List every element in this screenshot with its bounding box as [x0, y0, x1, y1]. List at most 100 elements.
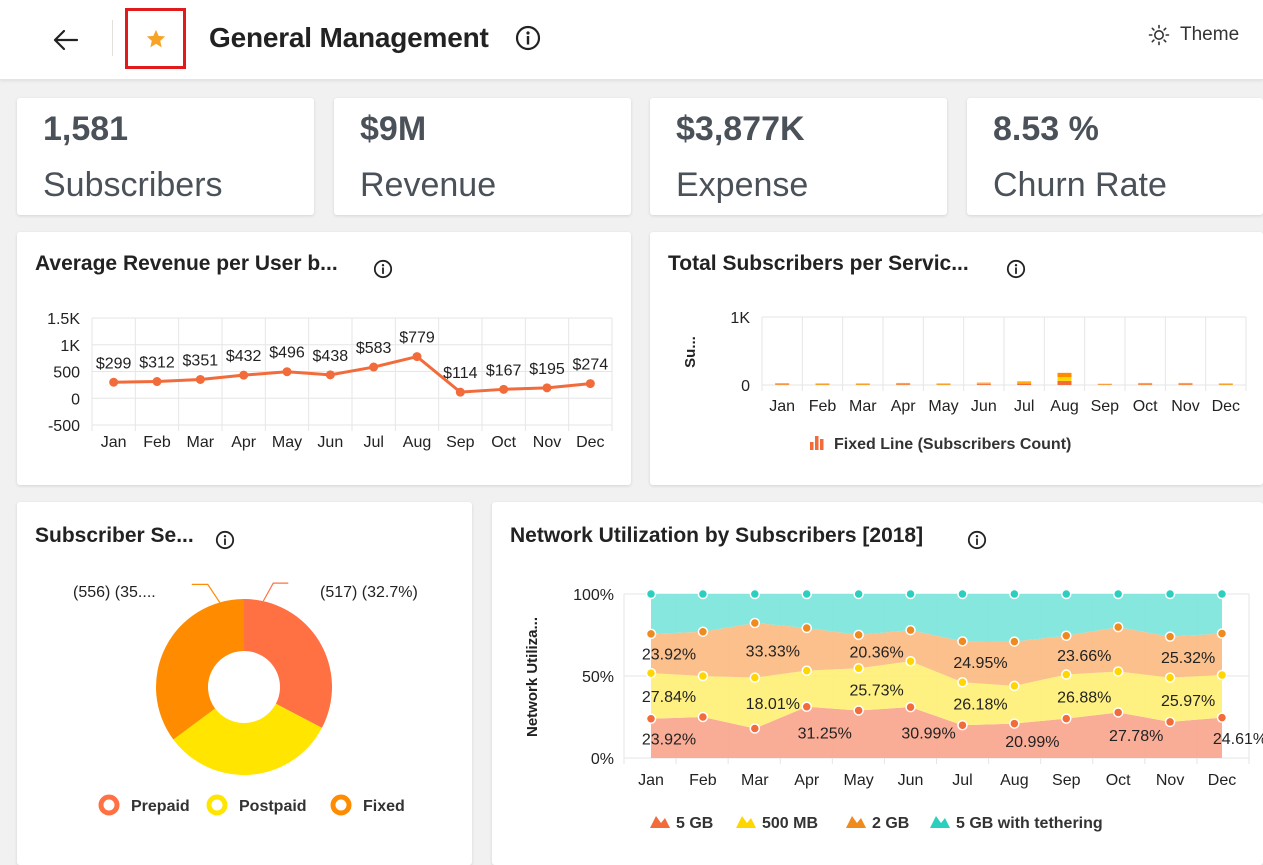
kpi-value: 8.53 % [993, 110, 1099, 148]
area-data-label: 30.99% [901, 726, 955, 743]
x-tick-label: Dec [1212, 398, 1240, 415]
legend-area-icon [930, 816, 950, 828]
area-point [1112, 588, 1124, 600]
area-point [801, 665, 812, 676]
area-point [1009, 588, 1020, 600]
y-axis-label: Network Utiliza... [524, 617, 541, 737]
arpu-point [239, 370, 249, 380]
area-data-label: 25.97% [1161, 693, 1215, 710]
area-point [749, 588, 761, 600]
kpi-card-churn-rate[interactable]: 8.53 % Churn Rate [967, 98, 1263, 215]
area-point [697, 670, 709, 682]
area-data-label: 33.33% [746, 643, 800, 660]
arpu-point [152, 377, 162, 387]
top-bar: General Management Theme [0, 0, 1263, 80]
pie-slice [173, 703, 322, 775]
legend-bar-icon [810, 442, 814, 450]
kpi-card-subscribers[interactable]: 1,581 Subscribers [17, 98, 314, 215]
bar-segment [1017, 381, 1032, 383]
subscribers-service-card: Total Subscribers per Servic... 1K 0 Jan Fe… [650, 232, 1263, 485]
pie-leader-line [262, 582, 289, 602]
segments-chart: (517) (32.7%) (556) (35.... Prepaid Postpai… [73, 582, 418, 816]
y-tick-label: 0 [71, 391, 80, 408]
area-data-label: 27.78% [1109, 728, 1163, 745]
bar-segment [1178, 384, 1193, 385]
area-point [1216, 628, 1228, 639]
area-point [1009, 680, 1020, 692]
legend-area-icon [650, 816, 670, 828]
x-tick-label: May [844, 772, 874, 789]
kpi-card-revenue[interactable]: $9M Revenue [334, 98, 631, 215]
arpu-point [542, 383, 552, 393]
area-data-label: 25.73% [850, 682, 904, 699]
y-tick-label: 1.5K [47, 311, 80, 328]
legend-bar-icon [815, 436, 819, 450]
arpu-data-label: $583 [356, 340, 392, 357]
x-tick-label: Jul [952, 772, 972, 789]
network-card: Network Utilization by Subscribers [2018… [492, 502, 1263, 865]
legend-label: Fixed [363, 798, 405, 815]
arpu-card: Average Revenue per User b... 1.5K 1K 500 0… [17, 232, 631, 485]
arpu-point [499, 384, 509, 394]
kpi-card-expense[interactable]: $3,877K Expense [650, 98, 947, 215]
bar-segment [1057, 380, 1072, 385]
x-tick-label: Jan [101, 434, 127, 451]
area-point [1216, 588, 1228, 600]
bar-segment [775, 383, 790, 385]
arpu-data-label: $299 [96, 355, 132, 372]
theme-button[interactable]: Theme [1148, 24, 1239, 46]
area-point [801, 701, 812, 712]
arpu-data-label: $496 [269, 345, 305, 362]
pie-slice [244, 599, 332, 728]
network-info-icon[interactable] [967, 530, 987, 555]
area-5-gb [651, 706, 1222, 758]
area-point [905, 588, 916, 600]
x-tick-label: Mar [741, 772, 769, 789]
x-tick-label: Nov [1156, 772, 1184, 789]
arpu-title: Average Revenue per User b... [35, 252, 338, 275]
title-info-icon[interactable] [515, 25, 541, 56]
bar-segment [1138, 384, 1153, 385]
kpi-label: Subscribers [43, 166, 223, 204]
y-tick-label: 1K [730, 310, 750, 327]
bar-segment [1017, 382, 1032, 384]
area-point [697, 626, 709, 637]
kpi-label: Expense [676, 166, 809, 204]
area-point [1061, 630, 1072, 642]
bar-segment [1057, 377, 1072, 381]
segments-info-icon[interactable] [215, 530, 235, 555]
area-point [645, 667, 657, 679]
bar-segment [1017, 383, 1032, 385]
area-point [1061, 713, 1072, 724]
back-button[interactable] [48, 22, 84, 58]
area-data-label: 24.95% [953, 655, 1007, 672]
y-tick-label: 1K [60, 338, 80, 355]
subscribers-service-info-icon[interactable] [1006, 259, 1026, 284]
x-tick-label: Sep [1052, 772, 1081, 789]
x-tick-label: Aug [1050, 398, 1078, 415]
area-point [1061, 588, 1072, 600]
arpu-point [325, 370, 335, 380]
arpu-info-icon[interactable] [373, 259, 393, 284]
arpu-data-label: $274 [573, 357, 609, 374]
area-point [645, 628, 657, 640]
area-data-label: 25.32% [1161, 650, 1215, 667]
area-point [905, 624, 916, 636]
legend-bar-icon [820, 439, 824, 450]
legend-label: Fixed Line (Subscribers Count) [834, 436, 1071, 453]
x-tick-label: Nov [1171, 398, 1199, 415]
segments-card: Subscriber Se... (517) (32.7%) (556) (35.… [17, 502, 472, 865]
area-data-label: 26.88% [1057, 690, 1111, 707]
favorite-button[interactable] [125, 8, 186, 69]
x-tick-label: Feb [809, 398, 837, 415]
area-point [957, 636, 968, 647]
bar-segment [1138, 383, 1153, 385]
area-point [853, 705, 864, 716]
area-2-gb [651, 622, 1222, 686]
header-divider [112, 20, 113, 56]
arpu-point [109, 377, 119, 387]
legend-label: 2 GB [872, 815, 909, 832]
legend-label: Postpaid [239, 798, 307, 815]
x-tick-label: Sep [446, 434, 475, 451]
arrow-left-icon [53, 29, 79, 51]
